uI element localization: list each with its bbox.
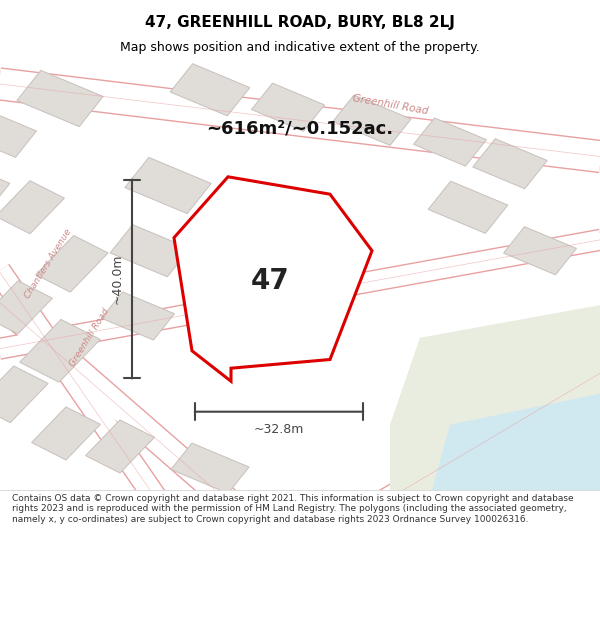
Polygon shape [17,71,103,127]
Polygon shape [0,281,52,334]
Polygon shape [36,236,108,292]
Polygon shape [20,319,100,382]
Polygon shape [390,294,600,534]
Text: 47, GREENHILL ROAD, BURY, BL8 2LJ: 47, GREENHILL ROAD, BURY, BL8 2LJ [145,16,455,31]
Polygon shape [0,181,64,234]
Polygon shape [413,118,487,166]
Text: ~32.8m: ~32.8m [254,422,304,436]
Text: Greenhill Road: Greenhill Road [68,307,112,368]
Polygon shape [32,407,100,460]
Polygon shape [171,443,249,493]
Text: ~616m²/~0.152ac.: ~616m²/~0.152ac. [206,120,394,138]
Polygon shape [86,420,154,473]
Polygon shape [125,158,211,214]
Polygon shape [428,181,508,233]
Text: ~40.0m: ~40.0m [110,254,124,304]
Polygon shape [251,83,325,131]
Polygon shape [0,366,48,423]
Text: Contains OS data © Crown copyright and database right 2021. This information is : Contains OS data © Crown copyright and d… [12,494,574,524]
Polygon shape [110,224,190,277]
Polygon shape [0,159,10,212]
Polygon shape [333,95,411,146]
Polygon shape [101,292,175,340]
Polygon shape [0,109,37,158]
Polygon shape [420,381,600,534]
Polygon shape [174,177,372,381]
Text: 47: 47 [251,268,289,295]
Polygon shape [170,64,250,116]
Text: Greenhill Road: Greenhill Road [352,93,428,117]
Text: Map shows position and indicative extent of the property.: Map shows position and indicative extent… [120,41,480,54]
Text: Chantlers Avenue: Chantlers Avenue [23,228,73,300]
Polygon shape [473,139,547,189]
Polygon shape [503,227,577,275]
